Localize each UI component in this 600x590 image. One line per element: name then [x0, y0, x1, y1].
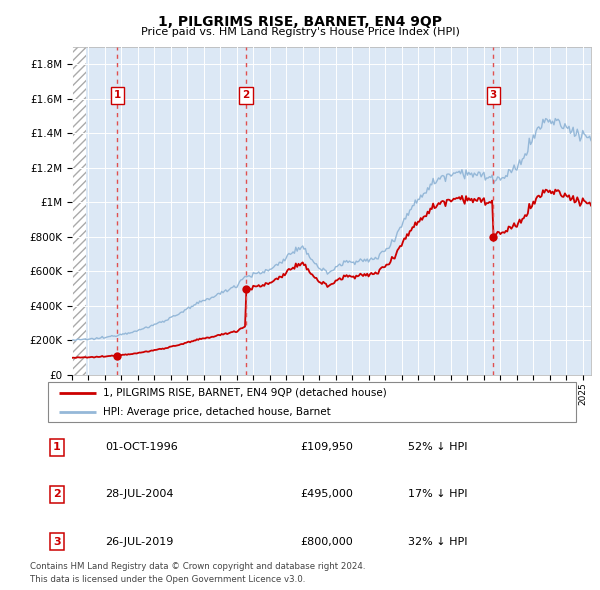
Text: This data is licensed under the Open Government Licence v3.0.: This data is licensed under the Open Gov…	[30, 575, 305, 584]
Text: Contains HM Land Registry data © Crown copyright and database right 2024.: Contains HM Land Registry data © Crown c…	[30, 562, 365, 571]
Text: 1: 1	[113, 90, 121, 100]
Text: £495,000: £495,000	[300, 489, 353, 499]
Text: 2: 2	[242, 90, 250, 100]
Text: 01-OCT-1996: 01-OCT-1996	[105, 442, 178, 452]
Text: 26-JUL-2019: 26-JUL-2019	[105, 536, 173, 546]
Text: 1, PILGRIMS RISE, BARNET, EN4 9QP (detached house): 1, PILGRIMS RISE, BARNET, EN4 9QP (detac…	[103, 388, 387, 398]
Text: 3: 3	[490, 90, 497, 100]
Bar	[72, 47, 86, 375]
Text: 17% ↓ HPI: 17% ↓ HPI	[408, 489, 467, 499]
Text: 32% ↓ HPI: 32% ↓ HPI	[408, 536, 467, 546]
Text: £109,950: £109,950	[300, 442, 353, 452]
Text: 3: 3	[53, 536, 61, 546]
Text: Price paid vs. HM Land Registry's House Price Index (HPI): Price paid vs. HM Land Registry's House …	[140, 27, 460, 37]
Text: HPI: Average price, detached house, Barnet: HPI: Average price, detached house, Barn…	[103, 407, 331, 417]
Text: £800,000: £800,000	[300, 536, 353, 546]
Text: 52% ↓ HPI: 52% ↓ HPI	[408, 442, 467, 452]
Text: 1: 1	[53, 442, 61, 452]
Text: 28-JUL-2004: 28-JUL-2004	[105, 489, 173, 499]
Text: 2: 2	[53, 489, 61, 499]
Text: 1, PILGRIMS RISE, BARNET, EN4 9QP: 1, PILGRIMS RISE, BARNET, EN4 9QP	[158, 15, 442, 29]
Bar	[72, 47, 86, 375]
